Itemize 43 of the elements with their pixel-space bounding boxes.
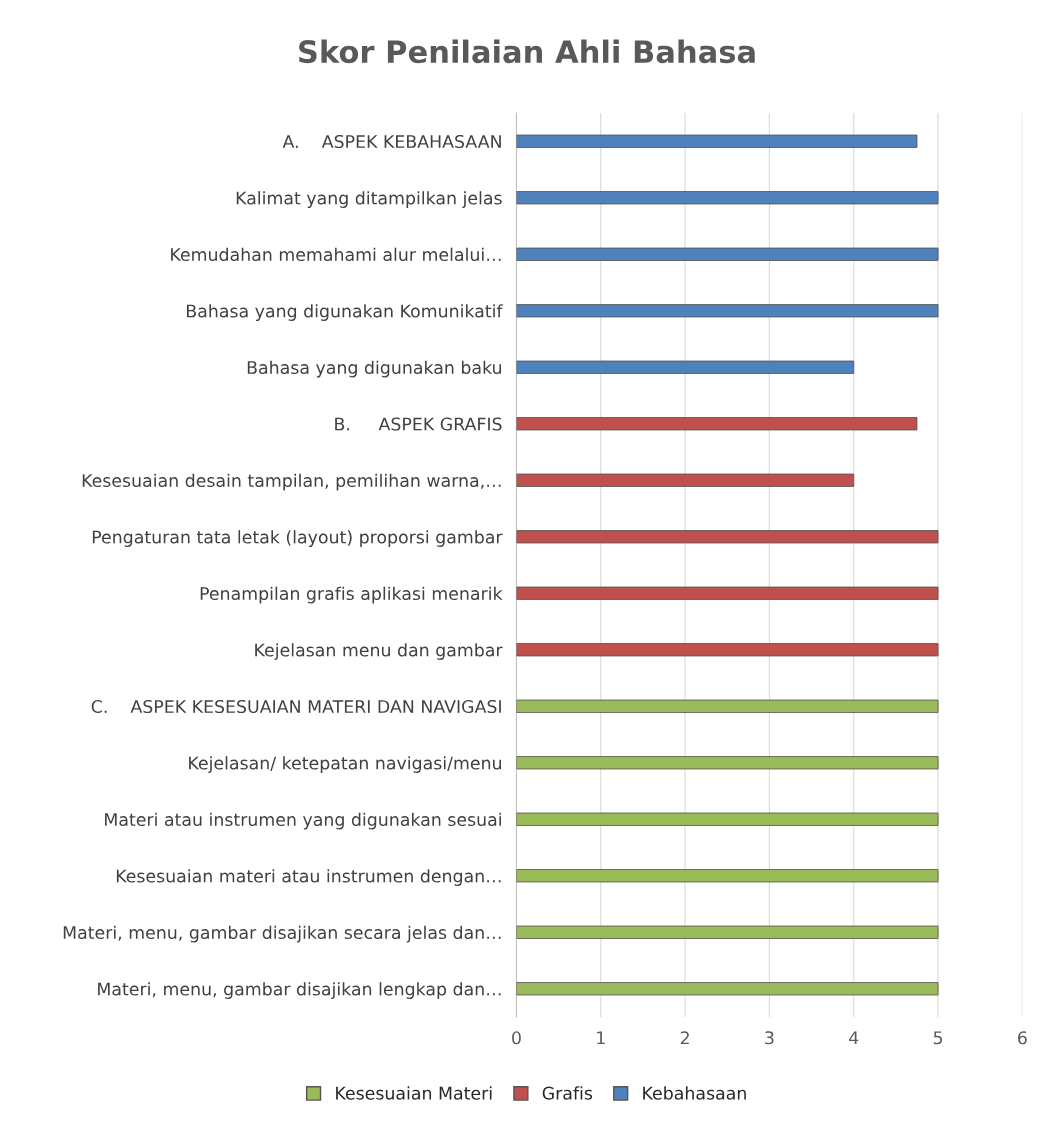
- x-tick-label: 6: [1018, 1031, 1027, 1045]
- legend-label: Grafis: [542, 1086, 593, 1100]
- y-tick-label: Kesesuaian materi atau instrumen dengan…: [116, 869, 501, 886]
- x-tick-label: 0: [512, 1031, 521, 1045]
- legend-label: Kesesuaian Materi: [336, 1086, 492, 1100]
- x-tick-label: 2: [680, 1031, 689, 1045]
- x-tick-label: 5: [933, 1031, 943, 1045]
- y-tick-label: Kalimat yang ditampilkan jelas: [236, 191, 502, 208]
- x-tick-label: 4: [849, 1031, 859, 1045]
- y-tick-label: Bahasa yang digunakan baku: [247, 360, 501, 378]
- bar: [516, 982, 939, 996]
- y-tick-label: Pengaturan tata letak (layout) proporsi gambar: [92, 530, 503, 547]
- bar: [516, 756, 939, 770]
- y-tick-label: A. ASPEK KEBAHASAAN: [282, 134, 501, 149]
- y-tick-label: Materi atau instrumen yang digunakan sesuai: [105, 812, 501, 830]
- y-tick-label: Kejelasan/ ketepatan navigasi/menu: [189, 756, 501, 773]
- y-tick-label: B. ASPEK GRAFIS: [335, 417, 502, 431]
- y-tick-label: Kemudahan memahami alur melalui…: [171, 247, 501, 262]
- bar: [516, 134, 918, 148]
- bar: [516, 586, 939, 600]
- y-tick-label: Bahasa yang digunakan Komunikatif: [187, 304, 503, 321]
- y-tick-label: Kejelasan menu dan gambar: [255, 643, 503, 660]
- bar: [516, 530, 939, 544]
- bar: [516, 304, 939, 318]
- bar: [516, 812, 939, 826]
- x-tick-label: 3: [765, 1031, 774, 1045]
- y-tick-label: Kesesuaian desain tampilan, pemilihan warna,…: [82, 473, 501, 491]
- bar: [516, 643, 939, 657]
- bar: [516, 925, 939, 939]
- bar: [516, 191, 939, 205]
- y-tick-label: Materi, menu, gambar disajikan lengkap dan…: [98, 982, 501, 999]
- y-tick-label: C. ASPEK KESESUAIAN MATERI DAN NAVIGASI: [91, 699, 501, 714]
- bar: [516, 869, 939, 883]
- legend-label: Kebahasaan: [643, 1086, 746, 1100]
- bar: [516, 360, 855, 374]
- bar: [516, 473, 855, 487]
- y-tick-label: Materi, menu, gambar disajikan secara jelas dan…: [63, 925, 501, 943]
- x-tick-label: 1: [597, 1031, 605, 1045]
- bar: [516, 699, 939, 713]
- y-tick-label: Penampilan grafis aplikasi menarik: [200, 586, 503, 604]
- bar: [516, 247, 939, 261]
- bar: [516, 417, 918, 431]
- chart-title: Skor Penilaian Ahli Bahasa: [299, 39, 755, 64]
